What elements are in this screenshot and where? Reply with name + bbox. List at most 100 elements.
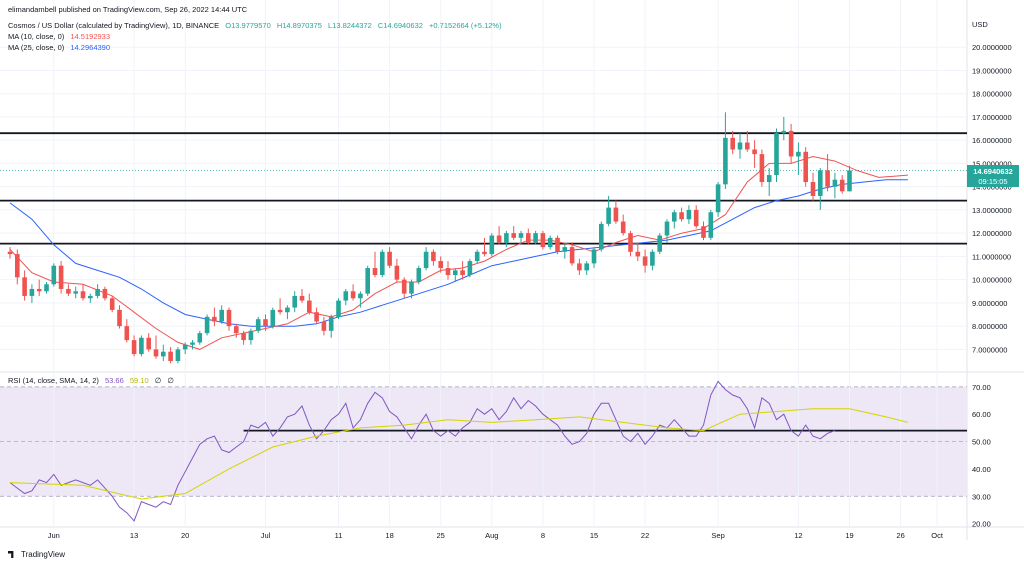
time-tick-label: 19: [845, 531, 853, 540]
price-tick-label: 19.0000000: [972, 66, 1012, 75]
candle-body: [263, 319, 268, 327]
time-tick-label: 11: [335, 531, 343, 540]
candle-body: [664, 221, 670, 236]
candle-body: [117, 309, 122, 327]
candle-body: [635, 251, 641, 257]
time-tick-label: 26: [896, 531, 904, 540]
rsi-value: 53.66: [104, 376, 124, 385]
candle-body: [248, 330, 254, 341]
candle-body: [657, 235, 662, 252]
ma10-value: 14.5192933: [70, 32, 110, 41]
price-axis[interactable]: 20.0000000 19.0000000 18.0000000 17.0000000…: [972, 43, 1012, 354]
candle-body: [562, 247, 568, 252]
price-tick-label: 9.0000000: [972, 299, 1007, 308]
candle-body: [204, 316, 210, 334]
tradingview-logo[interactable]: TradingView: [8, 550, 65, 559]
rsi-tick-label: 40.00: [972, 465, 991, 474]
price-badge-value: 14.6940632: [973, 167, 1013, 176]
price-tick-label: 7.0000000: [972, 345, 1007, 354]
candle-body: [409, 281, 414, 294]
price-tick-label: 10.0000000: [972, 276, 1012, 285]
candle-body: [7, 251, 13, 255]
candle-body: [95, 288, 100, 296]
candle-body: [80, 291, 86, 299]
rsi-extra-2: ∅: [167, 376, 174, 385]
candle-body: [29, 288, 35, 296]
price-tick-label: 12.0000000: [972, 229, 1012, 238]
candle-body: [423, 251, 429, 269]
price-tick-label: 17.0000000: [972, 113, 1012, 122]
price-tick-label: 20.0000000: [972, 43, 1012, 52]
price-badge-box: [967, 165, 1019, 187]
candle-body: [693, 209, 699, 227]
candle-body: [825, 170, 830, 187]
candle-body: [540, 233, 546, 248]
candle-body: [723, 137, 728, 185]
price-tick-label: 14.0000000: [972, 183, 1012, 192]
candle-body: [197, 333, 203, 343]
last-price-badge: 14.6940632 09:15:05: [967, 165, 1019, 187]
candle-body: [277, 309, 283, 313]
price-tick-label: 15.0000000: [972, 159, 1012, 168]
ma10-series: [9, 155, 908, 350]
candle-body: [620, 221, 626, 234]
candle-body: [234, 326, 239, 334]
candle-body: [212, 316, 217, 322]
candle-body: [504, 233, 509, 243]
candle-body: [745, 142, 750, 150]
rsi-tick-label: 20.00: [972, 520, 991, 529]
symbol-legend[interactable]: Cosmos / US Dollar (calculated by Tradin…: [8, 21, 506, 30]
candle-body: [365, 268, 370, 294]
candle-body: [307, 300, 312, 313]
candle-body: [182, 344, 188, 350]
time-tick-label: 12: [794, 531, 802, 540]
candle-body: [219, 309, 224, 322]
price-tick-label: 16.0000000: [972, 136, 1012, 145]
ma25-line: [9, 179, 908, 327]
candle-body: [474, 251, 480, 262]
candle-body: [445, 268, 451, 276]
candle-body: [599, 223, 604, 250]
candle-body: [715, 184, 721, 213]
horizontal-levels[interactable]: [0, 132, 967, 432]
price-tick-label: 13.0000000: [972, 206, 1012, 215]
rsi-ma-line: [9, 408, 909, 500]
price-badge-countdown: 09:15:05: [978, 177, 1007, 186]
rsi-legend[interactable]: RSI (14, close, SMA, 14, 2) 53.66 59.10 …: [8, 376, 178, 385]
rsi-axis[interactable]: 70.00 60.00 50.00 40.00 30.00 20.00: [972, 383, 991, 529]
candle-body: [672, 212, 677, 222]
rsi-ma-value: 59.10: [129, 376, 149, 385]
time-tick-label: Jun: [48, 531, 60, 540]
candle-body: [752, 149, 757, 155]
candle-body: [394, 265, 400, 280]
candle-body: [153, 349, 159, 357]
ma25-label: MA (25, close, 0): [8, 43, 65, 52]
candle-body: [584, 263, 589, 271]
ohlc-change: +0.7152664 (+5.12%): [429, 21, 502, 30]
ma25-series: [9, 179, 908, 327]
candle-body: [679, 212, 684, 220]
candle-body: [847, 170, 852, 192]
time-axis[interactable]: Jun 13 20 Jul 11 18 25 Aug 8 15 22 Sep 12 19 26 Oct: [48, 531, 944, 540]
time-tick-label: 13: [130, 531, 138, 540]
candle-body: [591, 249, 597, 264]
candle-body: [766, 175, 772, 183]
grid: [0, 0, 967, 527]
candle-body: [109, 298, 115, 310]
candle-body: [613, 207, 619, 222]
candle-body: [818, 170, 823, 196]
rsi-band: [0, 386, 967, 497]
candle-body: [372, 268, 378, 276]
ma10-legend[interactable]: MA (10, close, 0) 14.5192933: [8, 32, 114, 41]
candle-body: [321, 321, 327, 331]
ohlc-close: C14.6940632: [377, 21, 423, 30]
candle-body: [555, 237, 560, 252]
candle-body: [380, 251, 385, 276]
ma25-legend[interactable]: MA (25, close, 0) 14.2964390: [8, 43, 114, 52]
time-tick-label: 22: [641, 531, 649, 540]
rsi-tick-label: 60.00: [972, 410, 991, 419]
candle-body: [686, 209, 692, 220]
candle-body: [73, 291, 78, 294]
candle-body: [292, 295, 297, 308]
